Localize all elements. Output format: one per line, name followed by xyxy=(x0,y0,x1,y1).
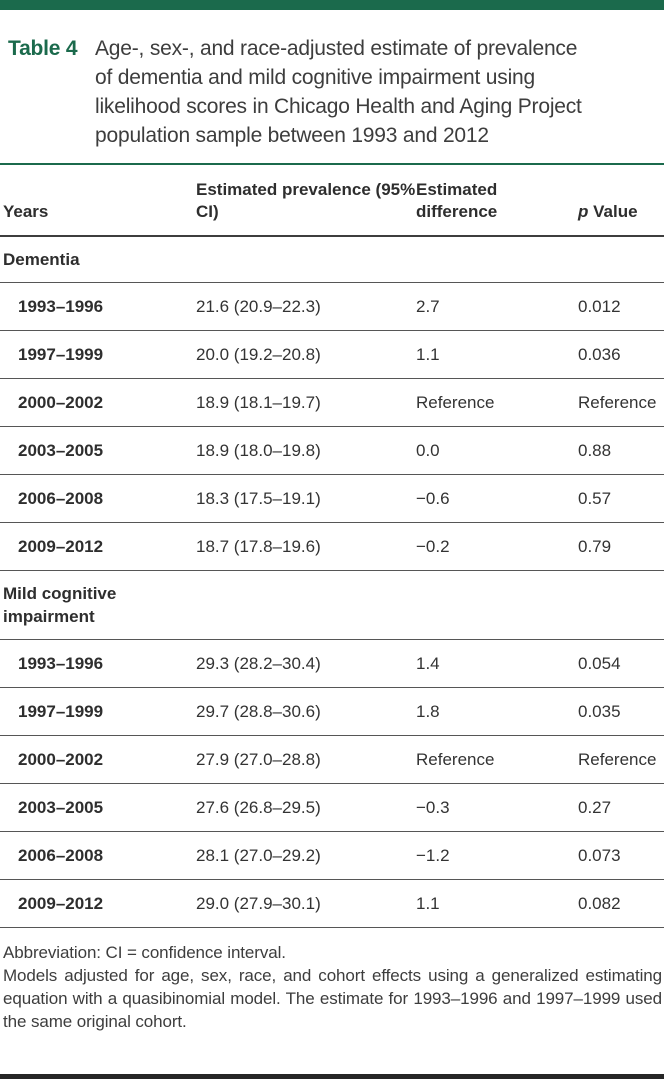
table-row: 1993–1996 29.3 (28.2–30.4) 1.4 0.054 xyxy=(0,639,664,688)
table-row: 2000–2002 27.9 (27.0–28.8) Reference Ref… xyxy=(0,735,664,784)
cell-prevalence: 18.7 (17.8–19.6) xyxy=(196,522,416,571)
abbreviation-note: Abbreviation: CI = confidence interval. xyxy=(3,943,286,962)
table-row: 2009–2012 29.0 (27.9–30.1) 1.1 0.082 xyxy=(0,879,664,928)
top-accent-bar xyxy=(0,0,664,10)
table-row: 2000–2002 18.9 (18.1–19.7) Reference Ref… xyxy=(0,378,664,427)
cell-p-value: 0.082 xyxy=(578,879,664,928)
bottom-rule-bar xyxy=(0,1074,664,1079)
cell-years: 1993–1996 xyxy=(0,639,196,688)
table-row: 2006–2008 18.3 (17.5–19.1) −0.6 0.57 xyxy=(0,474,664,523)
p-value-word: Value xyxy=(593,202,638,221)
cell-years: 1997–1999 xyxy=(0,687,196,736)
table-footnotes: Abbreviation: CI = confidence interval. … xyxy=(0,928,664,1033)
column-header-p-value: p Value xyxy=(578,165,664,237)
table-row: 1997–1999 20.0 (19.2–20.8) 1.1 0.036 xyxy=(0,330,664,379)
table-row: 1993–1996 21.6 (20.9–22.3) 2.7 0.012 xyxy=(0,282,664,331)
table-row: 2009–2012 18.7 (17.8–19.6) −0.2 0.79 xyxy=(0,522,664,571)
table-number-label: Table 4 xyxy=(8,37,78,60)
header-row: Years Estimated prevalence (95% CI) Esti… xyxy=(0,165,664,237)
cell-years: 2006–2008 xyxy=(0,831,196,880)
table-row: 1997–1999 29.7 (28.8–30.6) 1.8 0.035 xyxy=(0,687,664,736)
cell-years: 1997–1999 xyxy=(0,330,196,379)
empty-cell xyxy=(416,236,578,283)
cell-difference: −0.6 xyxy=(416,474,578,523)
empty-cell xyxy=(196,570,416,640)
cell-p-value: 0.012 xyxy=(578,282,664,331)
table-body: Dementia 1993–1996 21.6 (20.9–22.3) 2.7 … xyxy=(0,236,664,928)
cell-p-value: 0.27 xyxy=(578,783,664,832)
cell-prevalence: 29.0 (27.9–30.1) xyxy=(196,879,416,928)
cell-prevalence: 28.1 (27.0–29.2) xyxy=(196,831,416,880)
table-caption: Table 4 Age-, sex-, and race-adjusted es… xyxy=(0,10,664,163)
cell-prevalence: 18.9 (18.1–19.7) xyxy=(196,378,416,427)
cell-prevalence: 20.0 (19.2–20.8) xyxy=(196,330,416,379)
cell-years: 2006–2008 xyxy=(0,474,196,523)
empty-cell xyxy=(416,570,578,640)
section-label: Mild cognitive impairment xyxy=(0,570,196,640)
cell-prevalence: 27.6 (26.8–29.5) xyxy=(196,783,416,832)
cell-difference: Reference xyxy=(416,378,578,427)
cell-p-value: Reference xyxy=(578,378,664,427)
cell-difference: −0.3 xyxy=(416,783,578,832)
section-label: Dementia xyxy=(0,236,196,283)
section-row-dementia: Dementia xyxy=(0,236,664,283)
cell-difference: −1.2 xyxy=(416,831,578,880)
cell-p-value: 0.036 xyxy=(578,330,664,379)
cell-difference: 0.0 xyxy=(416,426,578,475)
cell-difference: 1.8 xyxy=(416,687,578,736)
prevalence-table: Years Estimated prevalence (95% CI) Esti… xyxy=(0,165,664,928)
p-symbol: p xyxy=(578,202,589,221)
empty-cell xyxy=(578,570,664,640)
model-note: Models adjusted for age, sex, race, and … xyxy=(3,966,662,1031)
cell-difference: −0.2 xyxy=(416,522,578,571)
empty-cell xyxy=(196,236,416,283)
cell-difference: Reference xyxy=(416,735,578,784)
cell-prevalence: 29.7 (28.8–30.6) xyxy=(196,687,416,736)
column-header-difference: Estimated difference xyxy=(416,165,578,237)
table-row: 2003–2005 18.9 (18.0–19.8) 0.0 0.88 xyxy=(0,426,664,475)
cell-years: 2000–2002 xyxy=(0,378,196,427)
cell-years: 2009–2012 xyxy=(0,522,196,571)
column-header-prevalence: Estimated prevalence (95% CI) xyxy=(196,165,416,237)
table-row: 2006–2008 28.1 (27.0–29.2) −1.2 0.073 xyxy=(0,831,664,880)
cell-p-value: 0.88 xyxy=(578,426,664,475)
cell-years: 2000–2002 xyxy=(0,735,196,784)
cell-difference: 1.1 xyxy=(416,879,578,928)
cell-difference: 2.7 xyxy=(416,282,578,331)
section-row-mci: Mild cognitive impairment xyxy=(0,570,664,640)
cell-prevalence: 18.9 (18.0–19.8) xyxy=(196,426,416,475)
empty-cell xyxy=(578,236,664,283)
cell-years: 2003–2005 xyxy=(0,783,196,832)
cell-prevalence: 29.3 (28.2–30.4) xyxy=(196,639,416,688)
cell-p-value: 0.073 xyxy=(578,831,664,880)
cell-prevalence: 21.6 (20.9–22.3) xyxy=(196,282,416,331)
cell-p-value: 0.035 xyxy=(578,687,664,736)
cell-p-value: 0.79 xyxy=(578,522,664,571)
cell-p-value: Reference xyxy=(578,735,664,784)
cell-years: 2009–2012 xyxy=(0,879,196,928)
cell-prevalence: 18.3 (17.5–19.1) xyxy=(196,474,416,523)
cell-difference: 1.1 xyxy=(416,330,578,379)
table-title: Age-, sex-, and race-adjusted estimate o… xyxy=(95,37,582,147)
title-divider-rule xyxy=(0,163,664,165)
cell-p-value: 0.054 xyxy=(578,639,664,688)
cell-years: 1993–1996 xyxy=(0,282,196,331)
cell-years: 2003–2005 xyxy=(0,426,196,475)
cell-prevalence: 27.9 (27.0–28.8) xyxy=(196,735,416,784)
cell-difference: 1.4 xyxy=(416,639,578,688)
cell-p-value: 0.57 xyxy=(578,474,664,523)
table-header: Years Estimated prevalence (95% CI) Esti… xyxy=(0,165,664,237)
table-row: 2003–2005 27.6 (26.8–29.5) −0.3 0.27 xyxy=(0,783,664,832)
column-header-years: Years xyxy=(0,165,196,237)
